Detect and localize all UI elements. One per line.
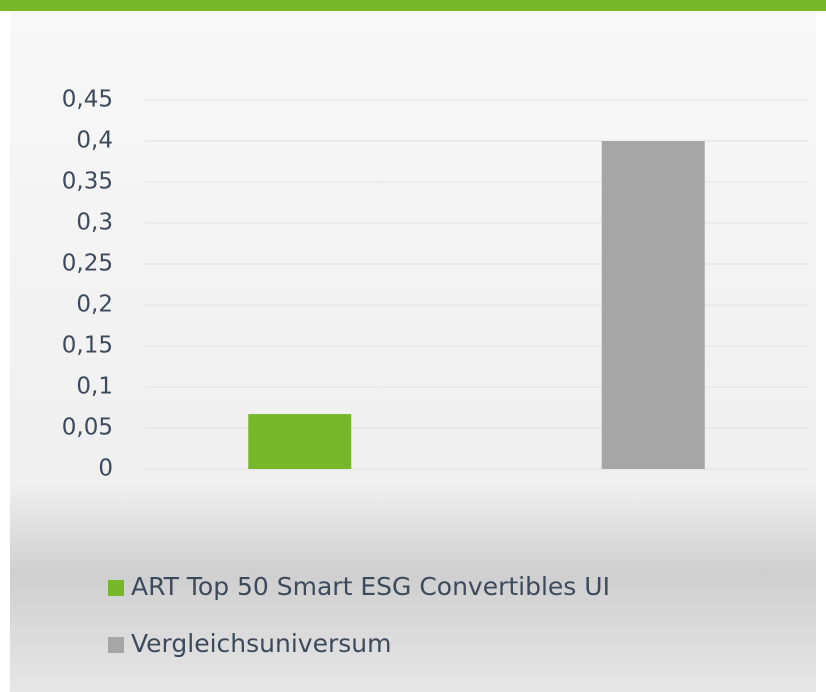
y-tick-label: 0,3	[76, 210, 113, 236]
y-tick-label: 0,4	[76, 128, 113, 154]
legend-label: Vergleichsuniversum	[131, 629, 391, 658]
top-band	[0, 0, 826, 11]
y-tick-label: 0,2	[76, 292, 113, 318]
y-tick-label: 0,25	[62, 251, 113, 277]
bar	[601, 141, 705, 469]
bar	[248, 414, 352, 469]
y-tick-label: 0,1	[76, 374, 113, 400]
y-tick-label: 0,05	[62, 415, 113, 441]
y-tick-label: 0,15	[62, 333, 113, 359]
y-tick-label: 0,45	[62, 87, 113, 113]
legend-swatch	[108, 580, 124, 596]
legend-label: ART Top 50 Smart ESG Convertibles UI	[131, 572, 610, 601]
y-tick-label: 0	[98, 456, 113, 482]
y-tick-label: 0,35	[62, 169, 113, 195]
legend-swatch	[108, 637, 124, 653]
